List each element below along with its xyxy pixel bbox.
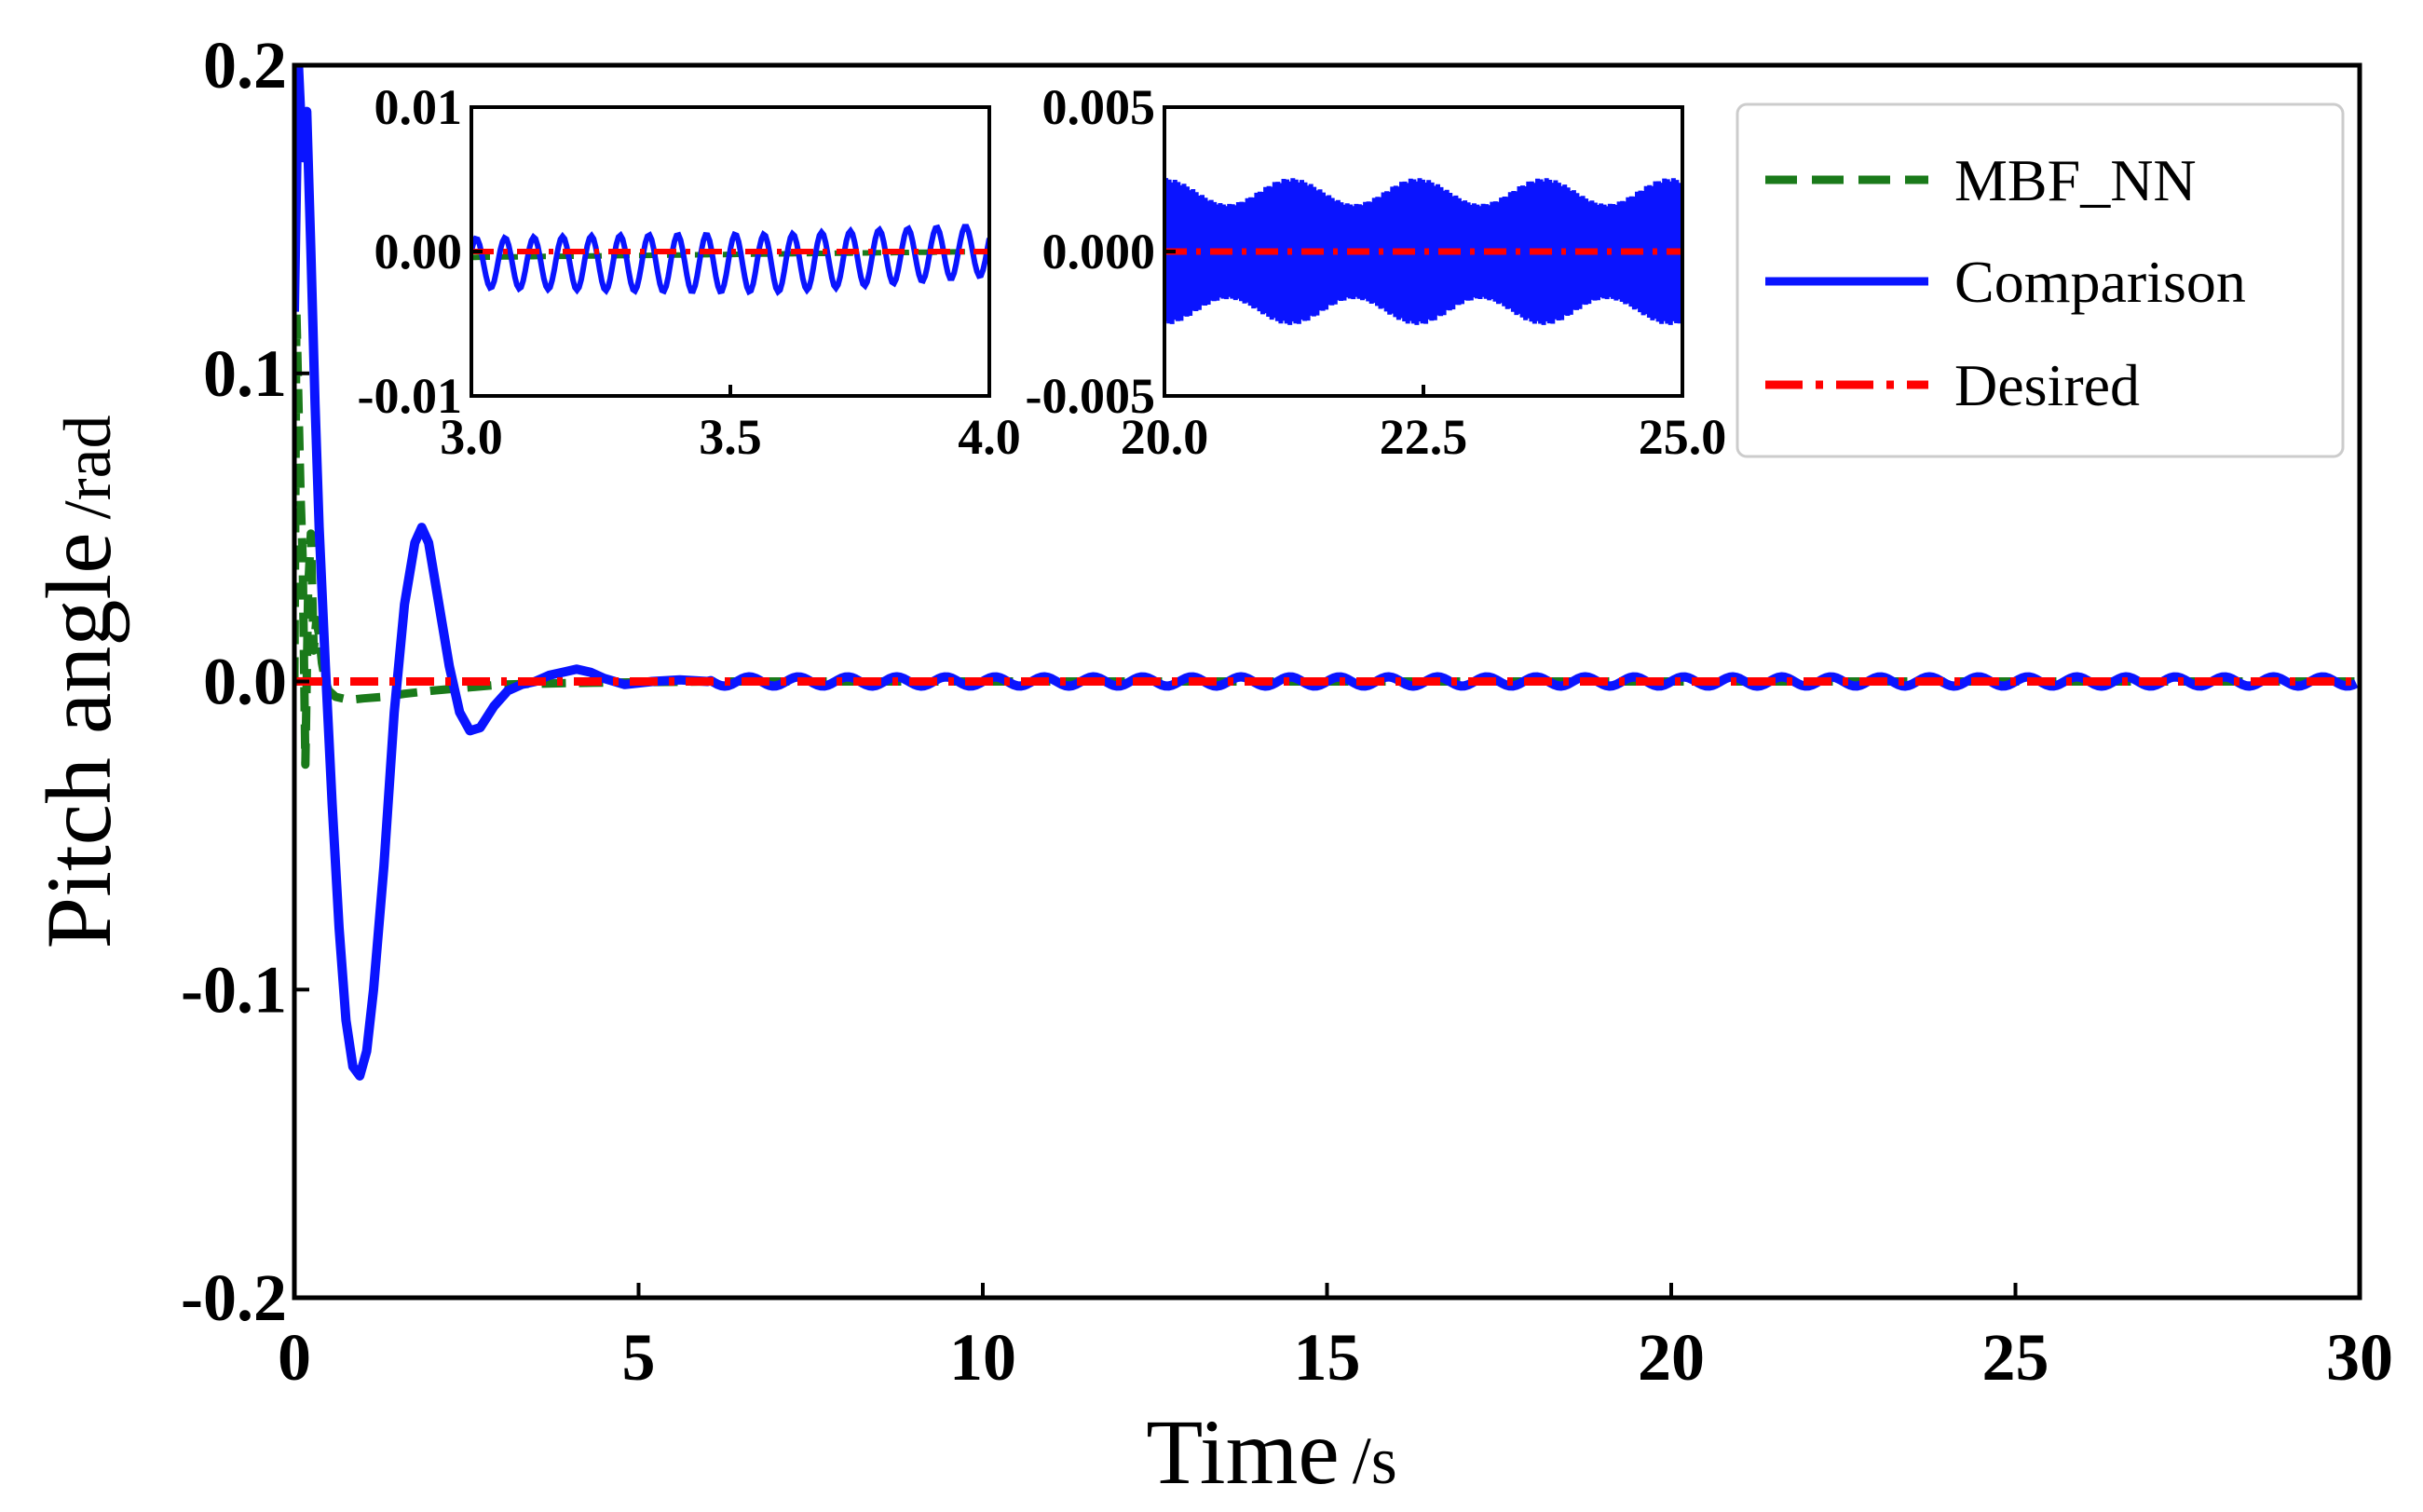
main-xtick-label-6: 30 bbox=[2326, 1320, 2393, 1395]
inset-2-xtick-label-1: 22.5 bbox=[1380, 409, 1468, 465]
inset-2-ytick-label-2: 0.005 bbox=[1042, 79, 1156, 135]
inset-2-series bbox=[1164, 178, 1682, 325]
main-ytick-label-4: 0.2 bbox=[203, 28, 287, 102]
inset-2-xtick-label-0: 20.0 bbox=[1121, 409, 1209, 465]
legend: MBF_NN Comparison Desired bbox=[1736, 102, 2345, 458]
main-ytick-label-0: -0.2 bbox=[181, 1260, 287, 1335]
main-xtick-label-3: 15 bbox=[1294, 1320, 1361, 1395]
legend-label-desired: Desired bbox=[1954, 352, 2140, 418]
x-axis-label-main: Time bbox=[1146, 1400, 1340, 1504]
x-axis-label-unit: /s bbox=[1353, 1423, 1397, 1498]
inset-1-ticks: 3.0 3.5 4.0 -0.01 0.00 0.01 bbox=[358, 79, 1021, 465]
main-xtick-label-1: 5 bbox=[622, 1320, 656, 1395]
inset-1-xtick-label-2: 4.0 bbox=[958, 409, 1021, 465]
legend-label-comparison: Comparison bbox=[1954, 249, 2246, 315]
legend-box bbox=[1736, 102, 2345, 458]
inset-2-ytick-label-1: 0.000 bbox=[1042, 224, 1156, 279]
inset-2-line-comparison bbox=[1164, 178, 1682, 325]
inset-plot-2: 20.0 22.5 25.0 -0.005 0.000 0.005 bbox=[1026, 79, 1727, 465]
main-ytick-label-3: 0.1 bbox=[203, 336, 287, 411]
inset-1-series bbox=[471, 224, 989, 296]
inset-2-xtick-label-2: 25.0 bbox=[1639, 409, 1727, 465]
inset-1-ytick-label-0: -0.01 bbox=[358, 368, 462, 424]
x-axis-label: Time/s bbox=[1146, 1400, 1397, 1504]
main-xtick-label-5: 25 bbox=[1982, 1320, 2049, 1395]
inset-1-ytick-label-1: 0.00 bbox=[374, 224, 463, 279]
main-ytick-label-1: -0.1 bbox=[181, 952, 287, 1027]
inset-1-xtick-label-0: 3.0 bbox=[440, 409, 503, 465]
inset-2-ytick-label-0: -0.005 bbox=[1026, 368, 1155, 424]
y-axis-label-unit: /rad bbox=[50, 415, 125, 519]
y-axis-label: Pitch angle/rad bbox=[27, 415, 130, 948]
main-xtick-label-0: 0 bbox=[278, 1320, 311, 1395]
inset-1-line-comparison bbox=[471, 224, 989, 296]
main-plot-series bbox=[294, 65, 2360, 1081]
series-line-mbf-nn bbox=[294, 307, 2360, 770]
main-xtick-label-4: 20 bbox=[1638, 1320, 1705, 1395]
main-ytick-label-2: 0.0 bbox=[203, 645, 287, 719]
legend-label-mbf-nn: MBF_NN bbox=[1954, 147, 2197, 213]
main-axis-ticks: 0 5 10 15 20 25 30 -0.2 -0.1 0.0 0.1 0.2 bbox=[181, 28, 2393, 1395]
inset-plot-1: 3.0 3.5 4.0 -0.01 0.00 0.01 bbox=[358, 79, 1021, 465]
main-xtick-label-2: 10 bbox=[949, 1320, 1016, 1395]
inset-1-xtick-label-1: 3.5 bbox=[699, 409, 762, 465]
series-line-comparison bbox=[294, 65, 2359, 1081]
inset-1-ytick-label-2: 0.01 bbox=[374, 79, 463, 135]
y-axis-label-main: Pitch angle bbox=[27, 532, 130, 948]
inset-2-ticks: 20.0 22.5 25.0 -0.005 0.000 0.005 bbox=[1026, 79, 1727, 465]
